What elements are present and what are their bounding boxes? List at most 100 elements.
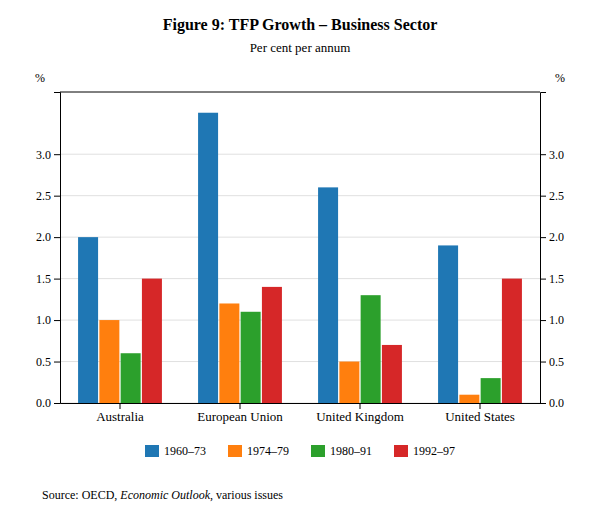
frame-top xyxy=(60,92,540,93)
bar xyxy=(142,279,162,403)
legend-swatch xyxy=(228,445,242,457)
source-part: , various issues xyxy=(210,488,283,502)
tick-label: 1.5 xyxy=(549,272,564,286)
axis-line xyxy=(54,93,61,404)
tick-label: United Kingdom xyxy=(316,409,404,424)
tick-mark xyxy=(540,196,546,197)
legend-item: 1980–91 xyxy=(311,444,372,458)
tick: 2.5 xyxy=(36,189,60,203)
legend-item: 1992–97 xyxy=(394,444,455,458)
bar xyxy=(481,378,501,403)
grid-line xyxy=(60,154,540,155)
axis-line xyxy=(61,403,541,404)
tick-label: 2.5 xyxy=(549,189,564,203)
bar xyxy=(241,312,261,403)
grid-line xyxy=(60,278,540,279)
legend-label: 1992–97 xyxy=(413,444,455,458)
tick-mark xyxy=(54,403,60,404)
tick-mark xyxy=(540,154,546,155)
tick: 0.0 xyxy=(36,396,60,410)
tick-label: 2.0 xyxy=(549,230,564,244)
tick-mark xyxy=(360,403,361,409)
tick: 0.5 xyxy=(36,355,60,369)
legend-item: 1960–73 xyxy=(145,444,206,458)
tick-label: Australia xyxy=(96,409,144,424)
subtitle: Per cent per annum xyxy=(250,40,351,55)
bar xyxy=(99,320,119,403)
source-part: Economic Outlook xyxy=(119,488,210,502)
tick-mark xyxy=(120,403,121,409)
axis-line xyxy=(541,93,547,404)
tick-label: 1.0 xyxy=(549,313,564,327)
source-part: Source: OECD, xyxy=(42,488,120,502)
bars xyxy=(78,113,522,403)
source-note: Source: OECD, Economic Outlook, various … xyxy=(42,488,283,502)
tick-mark xyxy=(54,196,60,197)
tick: United States xyxy=(445,403,515,424)
legend-label: 1974–79 xyxy=(247,444,289,458)
tick: Australia xyxy=(96,403,144,424)
tick: 2.0 xyxy=(540,230,564,244)
tick: European Union xyxy=(197,403,283,424)
grid-line xyxy=(60,237,540,238)
tick-mark xyxy=(480,403,481,409)
tick-mark xyxy=(540,320,546,321)
legend-swatch xyxy=(311,445,325,457)
y-axis-label: % xyxy=(35,71,45,85)
legend-item: 1974–79 xyxy=(228,444,289,458)
bar xyxy=(382,345,402,403)
tick-mark xyxy=(240,403,241,409)
bar xyxy=(339,362,359,403)
y2-axis: 0.0 0.5 1.0 1.5 2.0 2.5 3.0 xyxy=(540,93,564,411)
tick: 2.5 xyxy=(540,189,564,203)
tick-label: European Union xyxy=(197,409,283,424)
tick-label: 3.0 xyxy=(36,148,51,162)
tick: 0.5 xyxy=(540,355,564,369)
grid xyxy=(60,154,540,403)
tick: 3.0 xyxy=(540,148,564,162)
tick-mark xyxy=(54,279,60,280)
tick: 0.0 xyxy=(540,396,564,410)
tick-mark xyxy=(540,362,546,363)
tick-label: 3.0 xyxy=(549,148,564,162)
bar xyxy=(78,237,98,403)
bar xyxy=(361,295,381,403)
tick-label: 2.5 xyxy=(36,189,51,203)
bar xyxy=(318,187,338,403)
y2-axis-label: % xyxy=(555,71,565,85)
bar xyxy=(198,113,218,403)
tick: 1.0 xyxy=(36,313,60,327)
chart: Figure 9: TFP Growth – Business Sector Pe… xyxy=(0,0,600,515)
tick: 1.0 xyxy=(540,313,564,327)
legend-swatch xyxy=(394,445,408,457)
legend-label: 1960–73 xyxy=(164,444,206,458)
tick-mark xyxy=(54,154,60,155)
tick: 1.5 xyxy=(540,272,564,286)
tick-mark xyxy=(540,403,546,404)
tick: 2.0 xyxy=(36,230,60,244)
tick-label: 0.5 xyxy=(36,355,51,369)
bar xyxy=(121,353,141,403)
tick-mark xyxy=(540,237,546,238)
y-axis: 0.0 0.5 1.0 1.5 2.0 2.5 3.0 xyxy=(36,93,61,411)
tick-label: 2.0 xyxy=(36,230,51,244)
tick-label: United States xyxy=(445,409,515,424)
legend-swatch xyxy=(145,445,159,457)
bar xyxy=(262,287,282,403)
x-axis: Australia European Union United Kingdom Uni… xyxy=(61,403,541,424)
bar-series xyxy=(142,279,522,403)
legend-label: 1980–91 xyxy=(330,444,372,458)
title: Figure 9: TFP Growth – Business Sector xyxy=(163,16,438,34)
bar-series xyxy=(78,113,458,403)
tick: 1.5 xyxy=(36,272,60,286)
grid-line xyxy=(60,320,540,321)
tick: 3.0 xyxy=(36,148,60,162)
bar xyxy=(459,395,479,403)
grid-line xyxy=(60,195,540,196)
tick-mark xyxy=(54,320,60,321)
tick-label: 0.0 xyxy=(36,396,51,410)
bar xyxy=(438,245,458,403)
legend: 1960–73 1974–79 1980–91 1992–97 xyxy=(145,444,455,458)
tick-label: 1.5 xyxy=(36,272,51,286)
tick: United Kingdom xyxy=(316,403,404,424)
